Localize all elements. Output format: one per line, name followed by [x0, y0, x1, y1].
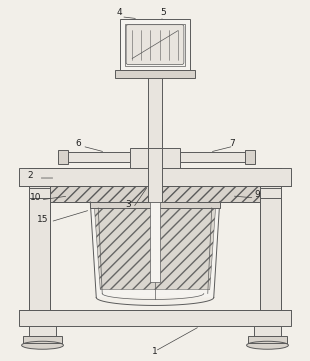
Bar	[23, 336, 62, 343]
Bar	[259, 180, 281, 310]
Bar	[148, 70, 162, 148]
Bar	[29, 180, 51, 310]
Bar	[130, 148, 180, 168]
Text: 9: 9	[255, 191, 260, 199]
Ellipse shape	[22, 341, 64, 349]
Text: 7: 7	[229, 139, 235, 148]
Polygon shape	[94, 206, 216, 290]
Bar	[259, 188, 281, 198]
Bar	[120, 19, 190, 70]
Bar	[51, 186, 259, 202]
Ellipse shape	[246, 341, 288, 349]
Bar	[125, 24, 185, 65]
Polygon shape	[90, 202, 220, 297]
Bar	[19, 310, 291, 326]
Text: 4: 4	[116, 8, 122, 17]
Bar	[180, 152, 245, 162]
Text: 1: 1	[152, 347, 158, 356]
Bar	[58, 150, 69, 164]
Text: 15: 15	[37, 215, 48, 224]
Text: 3: 3	[125, 200, 131, 209]
Bar	[90, 202, 220, 208]
Bar	[29, 326, 56, 336]
Bar	[29, 188, 51, 198]
FancyBboxPatch shape	[126, 25, 184, 65]
Bar	[65, 152, 130, 162]
Bar	[115, 70, 195, 78]
Text: 6: 6	[75, 139, 81, 148]
Bar	[150, 202, 160, 282]
Text: 10: 10	[30, 193, 41, 203]
Bar	[19, 168, 291, 186]
Bar	[148, 125, 162, 202]
Text: 5: 5	[160, 8, 166, 17]
Bar	[248, 336, 287, 343]
Bar	[254, 326, 281, 336]
Bar	[245, 150, 255, 164]
Text: 2: 2	[28, 170, 33, 179]
